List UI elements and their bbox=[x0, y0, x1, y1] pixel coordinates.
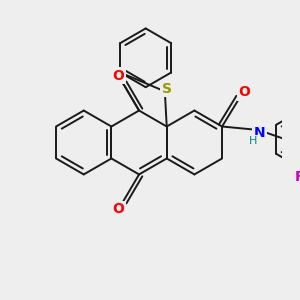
Text: O: O bbox=[112, 202, 124, 216]
Text: H: H bbox=[249, 136, 257, 146]
Text: F: F bbox=[294, 170, 300, 184]
Text: S: S bbox=[162, 82, 172, 95]
Text: O: O bbox=[238, 85, 250, 99]
Text: O: O bbox=[112, 69, 124, 83]
Text: N: N bbox=[254, 125, 265, 140]
